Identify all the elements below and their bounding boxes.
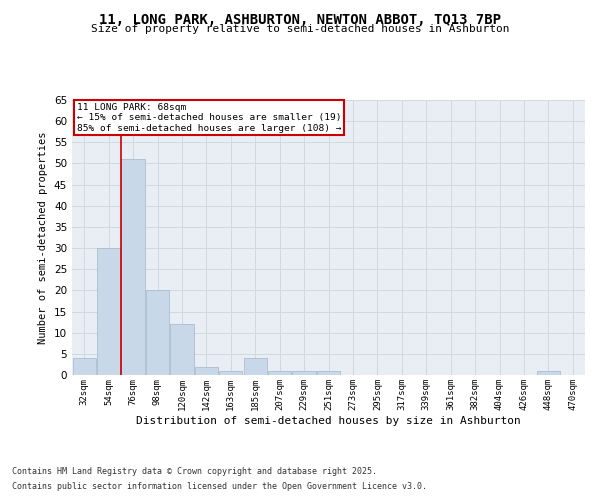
Text: Contains HM Land Registry data © Crown copyright and database right 2025.: Contains HM Land Registry data © Crown c… (12, 467, 377, 476)
X-axis label: Distribution of semi-detached houses by size in Ashburton: Distribution of semi-detached houses by … (136, 416, 521, 426)
Text: 11 LONG PARK: 68sqm
← 15% of semi-detached houses are smaller (19)
85% of semi-d: 11 LONG PARK: 68sqm ← 15% of semi-detach… (77, 103, 341, 132)
Bar (121, 159, 145, 375)
Bar (170, 324, 194, 375)
Bar (268, 371, 291, 375)
Text: Contains public sector information licensed under the Open Government Licence v3: Contains public sector information licen… (12, 482, 427, 491)
Bar (73, 358, 96, 375)
Bar (537, 371, 560, 375)
Bar (244, 358, 267, 375)
Bar (97, 248, 120, 375)
Bar (195, 366, 218, 375)
Text: Size of property relative to semi-detached houses in Ashburton: Size of property relative to semi-detach… (91, 24, 509, 34)
Bar (292, 371, 316, 375)
Bar (219, 371, 242, 375)
Bar (317, 371, 340, 375)
Text: 11, LONG PARK, ASHBURTON, NEWTON ABBOT, TQ13 7BP: 11, LONG PARK, ASHBURTON, NEWTON ABBOT, … (99, 12, 501, 26)
Bar (146, 290, 169, 375)
Y-axis label: Number of semi-detached properties: Number of semi-detached properties (38, 131, 49, 344)
